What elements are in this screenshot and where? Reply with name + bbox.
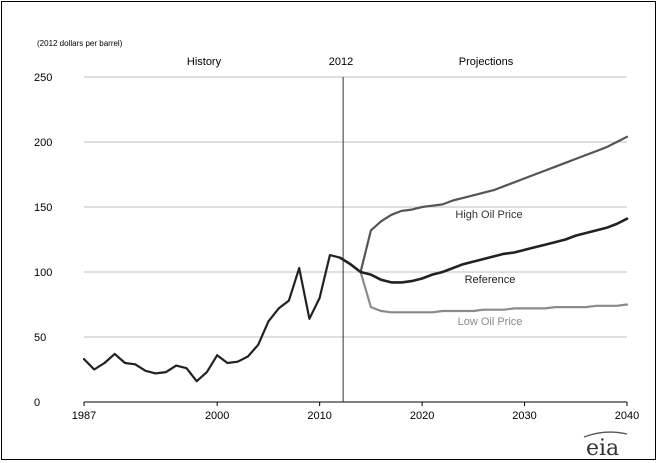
x-tick-label-1987: 1987 <box>72 410 96 422</box>
y-tick-label-100: 100 <box>34 267 52 279</box>
x-tick-label-2020: 2020 <box>410 410 434 422</box>
section-label-projections: Projections <box>459 56 514 68</box>
x-tick-label-2000: 2000 <box>205 410 229 422</box>
y-tick-label-0: 0 <box>34 397 40 409</box>
series-line-low <box>339 256 629 314</box>
eia-logo: eia <box>583 431 628 461</box>
y-tick-label-250: 250 <box>34 72 52 84</box>
series-label-low: Low Oil Price <box>458 316 523 328</box>
logo-swoosh <box>583 431 628 438</box>
section-label-history: History <box>187 56 222 68</box>
unit-label: (2012 dollars per barrel) <box>37 39 123 48</box>
series-label-reference: Reference <box>465 274 516 286</box>
grid-lines <box>84 76 627 338</box>
series-line-reference <box>338 217 629 284</box>
section-label-2012: 2012 <box>329 56 353 68</box>
series-label-high: High Oil Price <box>455 209 522 221</box>
x-tick-label-2040: 2040 <box>615 410 639 422</box>
logo-text: eia <box>586 436 619 461</box>
x-axis-ticks: 1987 2000 2010 2020 2030 2040 <box>72 402 639 422</box>
series-lines <box>82 135 629 383</box>
series-line-high <box>339 135 629 274</box>
x-tick-label-2030: 2030 <box>512 410 536 422</box>
y-tick-label-50: 50 <box>34 332 46 344</box>
y-tick-label-200: 200 <box>34 137 52 149</box>
y-tick-label-150: 150 <box>34 202 52 214</box>
series-line-history <box>82 254 342 383</box>
x-tick-label-2010: 2010 <box>307 410 331 422</box>
y-axis-ticks: 0 50 100 150 200 250 <box>34 72 52 409</box>
